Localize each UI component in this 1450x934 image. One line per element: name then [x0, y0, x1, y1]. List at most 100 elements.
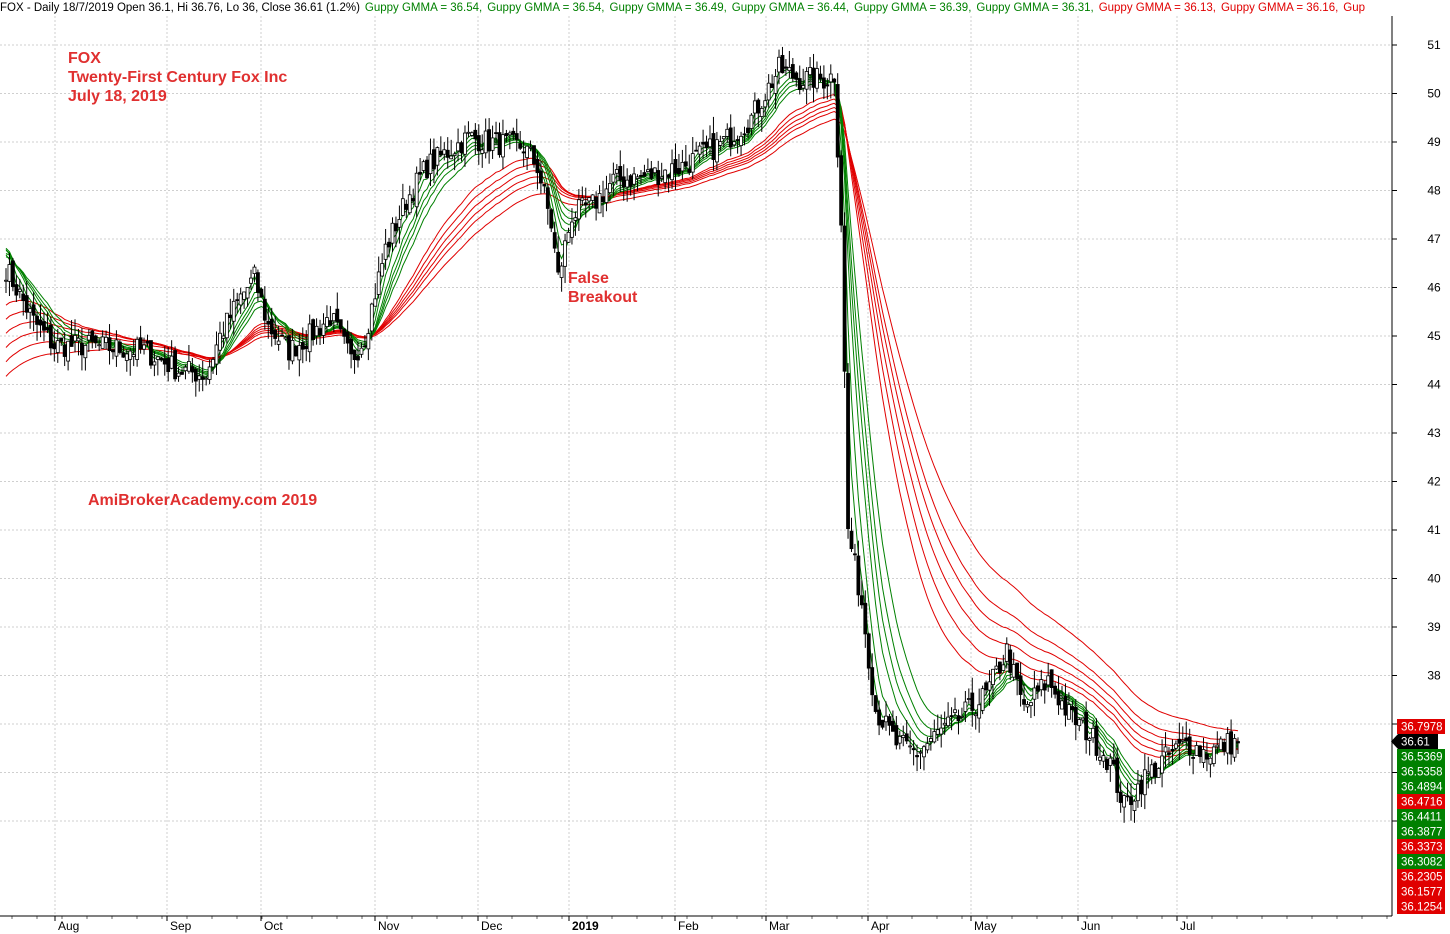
candle	[24, 281, 29, 320]
candle	[349, 332, 353, 369]
candle	[1035, 682, 1040, 699]
candle	[297, 333, 302, 377]
y-tick-label: 48	[1427, 184, 1441, 198]
candle	[1084, 701, 1089, 754]
candle	[1225, 727, 1230, 765]
candle	[594, 191, 599, 221]
candle	[235, 292, 240, 314]
svg-text:36.4894: 36.4894	[1401, 782, 1443, 794]
candle	[173, 346, 177, 382]
candle	[487, 118, 492, 164]
candle	[1046, 662, 1051, 692]
y-tick-label: 51	[1427, 38, 1441, 52]
candle	[69, 320, 74, 347]
candle	[159, 356, 164, 362]
long-gmma-lines	[5, 93, 1239, 758]
candle	[1232, 733, 1237, 762]
candle	[504, 129, 509, 142]
candle	[242, 291, 247, 309]
candle	[1177, 722, 1182, 761]
candle	[183, 364, 188, 380]
candle	[559, 262, 564, 292]
candle	[432, 138, 436, 184]
candle	[352, 349, 357, 374]
candle	[1108, 753, 1113, 782]
candle	[1118, 781, 1123, 813]
company-label: Twenty-First Century Fox Inc	[68, 69, 288, 86]
candle	[942, 711, 947, 735]
candle	[483, 118, 488, 159]
candle	[1104, 756, 1109, 773]
value-tag: 36.5369	[1397, 749, 1445, 764]
candle	[735, 135, 740, 154]
y-tick-label: 40	[1427, 572, 1441, 586]
candle	[124, 349, 129, 372]
candle	[373, 283, 378, 307]
candle	[1001, 654, 1006, 671]
candle	[121, 345, 126, 358]
candle	[1184, 721, 1189, 749]
candle	[891, 710, 895, 732]
candle	[304, 330, 309, 362]
candle	[835, 73, 840, 168]
candle	[863, 590, 868, 648]
svg-text:36.4716: 36.4716	[1401, 797, 1443, 809]
candle	[366, 328, 371, 361]
value-tag: 36.5358	[1397, 764, 1445, 779]
header-item: Guppy GMMA = 36.16,	[1220, 2, 1339, 14]
candle	[31, 292, 36, 332]
candle	[21, 284, 26, 316]
candle	[604, 175, 609, 212]
candle	[469, 131, 474, 138]
candle	[1094, 718, 1099, 761]
candle	[708, 125, 712, 156]
candle	[328, 306, 333, 326]
candle	[149, 340, 153, 369]
candle	[1163, 732, 1168, 768]
candle	[946, 702, 951, 729]
candle	[293, 345, 298, 357]
candle	[763, 93, 768, 117]
value-tag: 36.4716	[1397, 794, 1445, 809]
candle	[818, 65, 823, 83]
candle	[590, 194, 595, 209]
candle	[1004, 637, 1009, 669]
candle	[207, 359, 212, 385]
candle	[1125, 782, 1130, 802]
candle	[528, 140, 533, 152]
candle	[859, 580, 864, 609]
y-tick-label: 49	[1427, 135, 1441, 149]
candle	[846, 363, 850, 539]
candle	[42, 311, 46, 342]
candle	[749, 113, 754, 136]
svg-text:36.5358: 36.5358	[1401, 767, 1443, 779]
candle	[1208, 757, 1213, 778]
candle	[642, 164, 647, 177]
candle	[169, 340, 174, 370]
candle	[518, 130, 523, 150]
candle	[190, 357, 195, 383]
candle	[394, 216, 398, 248]
candle	[1032, 670, 1037, 717]
x-tick-label: Sep	[170, 919, 192, 933]
candle	[849, 517, 854, 552]
candle	[853, 543, 857, 561]
candle	[897, 730, 902, 750]
candle	[111, 349, 115, 360]
candle	[576, 189, 581, 231]
candle	[1160, 739, 1164, 788]
candle	[583, 187, 588, 218]
false-breakout-label-1: False	[568, 270, 609, 287]
candle	[17, 279, 22, 299]
x-tick-label: Nov	[378, 919, 399, 933]
candle	[980, 685, 985, 715]
candle	[556, 236, 561, 275]
candle	[1022, 683, 1026, 711]
candle	[283, 335, 288, 341]
header-item: Guppy GMMA = 36.54,	[487, 2, 605, 14]
candle	[704, 135, 709, 158]
candle	[83, 344, 88, 371]
right-value-labels: 36.7978 36.61 36.5369 36.5358 36.4894 36.4716…	[1391, 719, 1445, 914]
long-gmma-line	[5, 106, 1238, 745]
candle	[411, 188, 416, 206]
